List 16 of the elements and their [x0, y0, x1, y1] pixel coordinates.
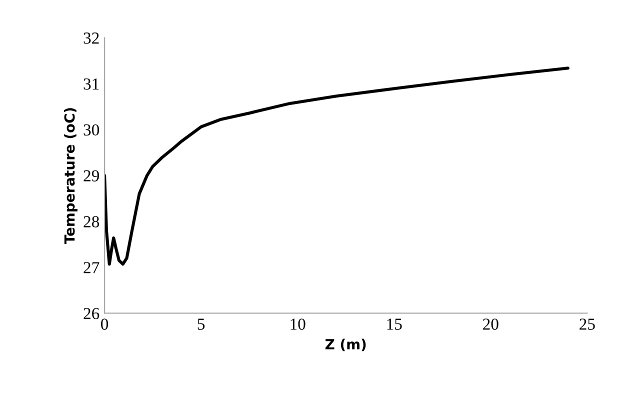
x-tick-label: 0 — [101, 318, 108, 330]
y-tick-label: 32 — [84, 32, 99, 44]
y-axis-title: Temperature (oC) — [64, 108, 78, 244]
x-axis-title: Z (m) — [325, 338, 366, 352]
x-tick-label: 20 — [483, 318, 498, 330]
y-tick-label: 28 — [84, 216, 100, 228]
x-tick-label: 25 — [580, 318, 595, 330]
y-tick-label: 27 — [84, 262, 100, 274]
y-tick-label: 31 — [84, 78, 99, 90]
line-series — [104, 66, 570, 266]
x-tick-label: 5 — [198, 318, 205, 330]
x-tick-label: 15 — [387, 318, 402, 330]
y-tick-label: 29 — [84, 170, 99, 182]
y-tick-label: 30 — [84, 124, 100, 136]
y-tick-label: 26 — [84, 308, 100, 320]
x-tick-label: 10 — [290, 318, 306, 330]
